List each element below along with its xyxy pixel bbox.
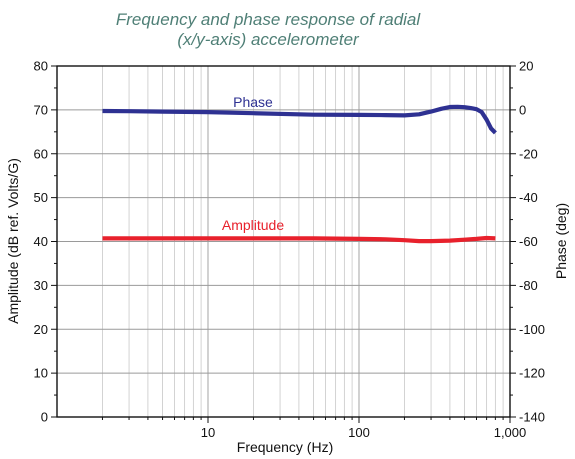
y-left-tick-label: 30 bbox=[34, 278, 48, 293]
series-lines bbox=[102, 104, 497, 244]
y-right-tick-label: -20 bbox=[519, 146, 538, 161]
series-label-amplitude: Amplitude bbox=[222, 217, 284, 233]
y-left-tick-label: 60 bbox=[34, 146, 48, 161]
x-tick-label: 100 bbox=[348, 425, 370, 440]
series-line-phase bbox=[102, 104, 497, 135]
y-right-tick-label: -40 bbox=[519, 190, 538, 205]
y-left-tick-label: 20 bbox=[34, 322, 48, 337]
x-axis-label: Frequency (Hz) bbox=[237, 439, 333, 455]
y-left-tick-label: 10 bbox=[34, 366, 48, 381]
y-left-tick-label: 70 bbox=[34, 102, 48, 117]
chart-title-line-2: (x/y-axis) accelerometer bbox=[177, 30, 360, 49]
y-left-tick-label: 50 bbox=[34, 190, 48, 205]
y-axis-label-right: Phase (deg) bbox=[553, 203, 569, 279]
y-axis-label-left: Amplitude (dB ref. Volts/G) bbox=[5, 158, 21, 324]
y-right-tick-label: -120 bbox=[519, 366, 545, 381]
y-right-tick-label: -60 bbox=[519, 234, 538, 249]
chart-title-line-1: Frequency and phase response of radial bbox=[116, 10, 422, 29]
series-line-amplitude bbox=[102, 235, 496, 244]
y-right-tick-label: -80 bbox=[519, 278, 538, 293]
y-left-tick-label: 0 bbox=[41, 410, 48, 425]
x-tick-label: 10 bbox=[201, 425, 215, 440]
series-label-phase: Phase bbox=[233, 94, 273, 110]
y-right-tick-label: -100 bbox=[519, 322, 545, 337]
axis-ticks: 10 100 1,000 0 10 20 30 40 50 60 70 80 -140 -120 -100 -… bbox=[34, 59, 546, 441]
y-right-tick-label: 0 bbox=[519, 102, 526, 117]
y-right-tick-label: -140 bbox=[519, 410, 545, 425]
x-tick-label: 1,000 bbox=[494, 425, 527, 440]
grid bbox=[57, 66, 510, 417]
y-right-tick-label: 20 bbox=[519, 59, 533, 74]
y-left-tick-label: 40 bbox=[34, 234, 48, 249]
y-left-tick-label: 80 bbox=[34, 59, 48, 74]
